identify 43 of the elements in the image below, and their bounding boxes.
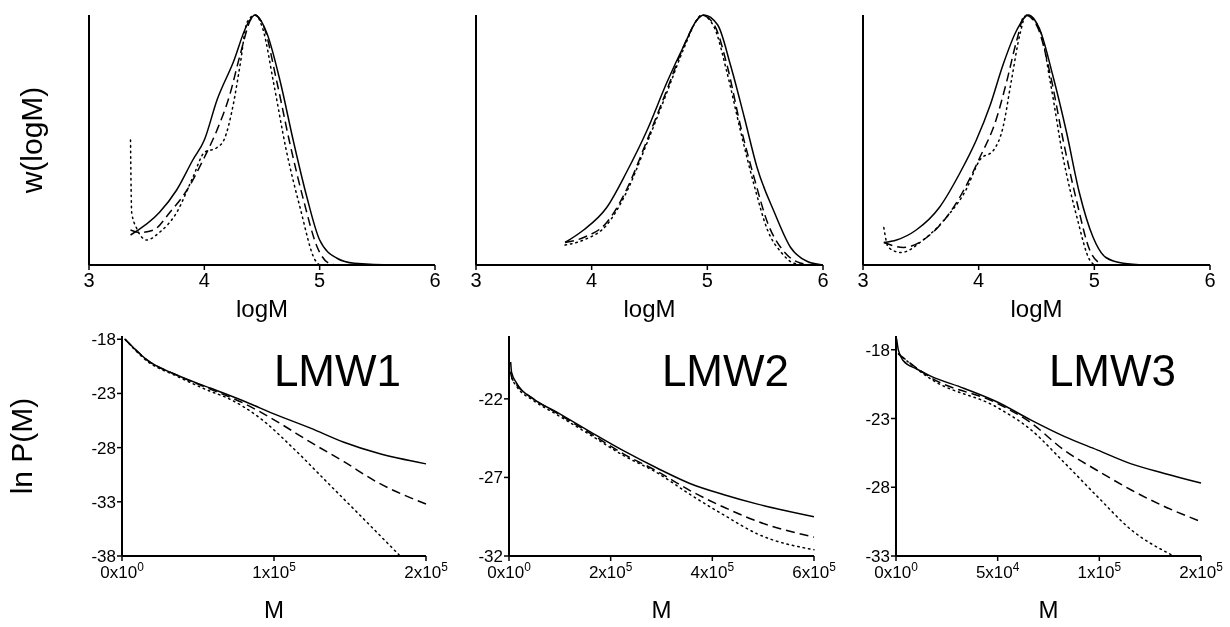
y-tick-label: -23	[865, 409, 890, 429]
x-tick-label: 5	[314, 269, 326, 291]
x-axis-title: M	[651, 596, 672, 623]
x-tick-label: 6	[1204, 269, 1216, 291]
y-tick-label: -38	[91, 547, 116, 566]
annotation: LMW3	[1048, 346, 1176, 395]
x-axis-title: M	[1038, 596, 1059, 623]
x-tick-label: 3	[83, 269, 95, 291]
y-tick-label: -28	[865, 478, 890, 498]
x-axis-title: logM	[235, 295, 289, 322]
x-tick-label: 6	[817, 269, 829, 291]
x-tick-label: 5	[701, 269, 713, 291]
x-tick-label: 4	[973, 269, 985, 291]
x-tick-label: 1x10$^{5}$	[1077, 560, 1122, 582]
y-tick-label: -22	[478, 389, 503, 409]
x-tick-label: 6x10$^{5}$	[792, 560, 837, 582]
x-tick-label: 4x10$^{5}$	[690, 560, 735, 582]
x-tick-label: 3	[470, 269, 482, 291]
x-tick-label: 6	[429, 269, 441, 291]
x-axis-title: M	[264, 596, 284, 623]
x-axis-title: logM	[1010, 295, 1063, 322]
x-axis-title: logM	[623, 295, 676, 322]
y-tick-label: -23	[91, 384, 116, 404]
x-tick-label: 3	[857, 269, 869, 291]
y-tick-label: -28	[91, 438, 116, 458]
x-tick-label: 2x10$^{5}$	[1179, 560, 1224, 582]
y-tick-label: -18	[865, 340, 890, 360]
x-tick-label: 5x10$^{4}$	[975, 560, 1020, 582]
y-tick-label: -32	[478, 547, 503, 566]
x-tick-label: 1x10$^{5}$	[252, 560, 297, 582]
y-axis-title: w(logM)	[15, 86, 48, 195]
x-tick-label: 5	[1088, 269, 1100, 291]
x-tick-label: 2x10$^{5}$	[588, 560, 633, 582]
y-tick-label: -18	[91, 330, 116, 350]
x-tick-label: 2x10$^{5}$	[404, 560, 449, 582]
y-tick-label: -33	[865, 547, 890, 566]
y-axis-title: ln P(M)	[5, 397, 38, 495]
annotation: LMW1	[273, 346, 401, 395]
y-tick-label: -27	[478, 468, 503, 488]
x-tick-label: 4	[586, 269, 598, 291]
y-tick-label: -33	[91, 492, 116, 512]
x-tick-label: 4	[198, 269, 210, 291]
annotation: LMW2	[661, 346, 789, 395]
